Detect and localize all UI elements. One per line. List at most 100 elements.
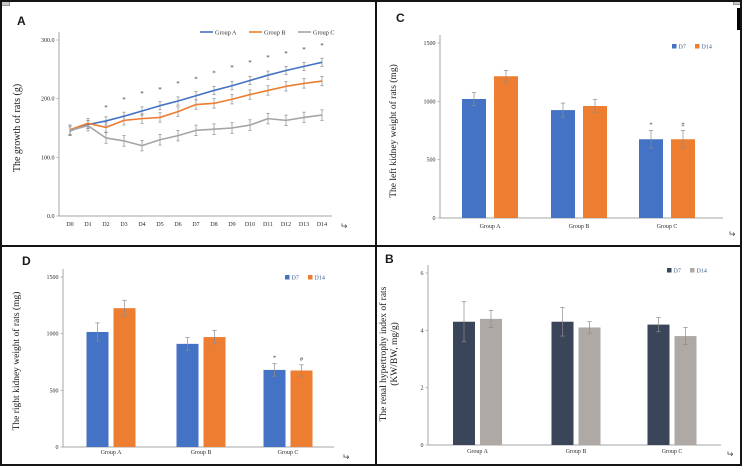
y-tick-label: 0 [433,216,436,222]
x-category-label: Group C [657,224,678,230]
y-tick-label: 100.0 [41,155,55,161]
x-tick-label: D4 [138,222,145,228]
x-category-label: Group C [662,449,683,455]
panel-c: C 0 500 1000 1500 The left kidney weight of … [377,2,740,245]
x-category-label: Group B [191,450,212,456]
significance-mark: * [266,54,270,62]
bar-d7-group-c [647,324,670,445]
x-tick-label: D11 [263,222,273,228]
bar-d14-group-a [113,308,136,447]
y-tick-label: 500 [427,158,436,164]
bar-d7-group-b [551,110,575,218]
significance-mark: * [273,355,276,362]
y-axis-title: The growth of rats (g) [12,84,23,172]
x-tick-label: D2 [102,222,109,228]
significance-mark: # [300,356,304,363]
legend-label: D14 [702,44,712,50]
x-tick-label: D13 [299,222,309,228]
renal-hypertrophy-index-bar-chart: 0 2 4 6 The renal hypertrophy index of rats(… [378,265,721,455]
legend-label: D7 [679,44,686,50]
x-tick-label: D8 [210,222,217,228]
legend-square-swatch [690,268,695,273]
y-tick-label: 1000 [47,332,59,338]
significance-mark: * [212,69,216,77]
bar-d7-group-b [176,343,199,447]
bar-d14-group-a [494,76,518,218]
significance-mark: * [248,59,252,67]
significance-mark: * [122,96,126,104]
significance-mark: * [158,86,162,94]
significance-mark: * [302,46,306,54]
panel-divider-horizontal [2,245,740,247]
y-tick-label: 0 [56,445,59,451]
legend-label: Group C [313,29,334,36]
x-tick-label: D3 [120,222,127,228]
legend-label: D7 [292,275,299,281]
significance-mark: * [649,122,652,129]
x-tick-label: D5 [156,222,163,228]
y-axis-title: The renal hypertrophy index of rats(KW/B… [378,286,400,421]
y-tick-label: 6 [421,271,424,277]
y-axis-title: The right kidney weight of rats (mg) [11,292,22,431]
paragraph-return-icon: ↵ [342,452,350,462]
bar-d7-group-c [639,139,663,218]
bar-d7-group-c [263,369,286,447]
y-tick-label: 500 [50,388,59,394]
significance-mark: * [176,80,180,88]
x-category-label: Group B [569,224,590,230]
series-line-group-c [69,114,323,147]
legend-label: Group A [215,29,237,36]
y-tick-label: 0 [421,443,424,449]
selection-handle-top-right [733,2,740,5]
x-category-label: Group A [467,449,489,455]
y-tick-label: 4 [421,328,424,334]
legend-square-swatch [672,44,677,49]
significance-mark: * [140,90,144,98]
paragraph-return-icon: ↵ [340,221,348,231]
y-tick-label: 300.0 [41,38,55,44]
significance-mark: * [194,75,198,83]
x-tick-label: D12 [281,222,291,228]
x-tick-label: D7 [192,222,199,228]
bar-d14-group-c [671,139,695,218]
legend-label: D14 [697,268,707,274]
panel-divider-vertical [375,2,377,464]
panel-label-c: C [396,11,405,25]
legend-square-swatch [285,275,290,280]
y-axis-title: The left kidney weight of rats (mg) [388,64,399,198]
significance-mark: * [230,64,234,72]
selection-handle-top-left [2,2,10,6]
bar-d14-group-b [203,337,226,447]
legend-label: D7 [674,268,681,274]
x-category-label: Group A [480,224,502,230]
significance-mark: * [104,104,108,112]
legend-square-swatch [695,44,700,49]
significance-mark: * [284,50,288,58]
series-line-group-a [69,61,323,132]
x-tick-label: D1 [84,222,91,228]
bar-d14-group-c [674,336,697,445]
x-category-label: Group C [278,450,299,456]
paragraph-return-icon: ↵ [726,449,734,459]
bar-d14-group-b [583,106,607,218]
bar-d14-group-a [480,318,502,445]
legend-square-swatch [667,268,672,273]
x-category-label: Group B [566,449,587,455]
y-tick-label: 1000 [424,99,436,105]
panel-b: B 0 2 4 6 The renal hypertrophy index of rat… [377,247,740,464]
bar-d7-group-a [462,99,486,218]
panel-label-d: D [22,254,31,268]
bar-d7-group-a [453,321,475,445]
significance-mark: * [320,42,324,50]
x-tick-label: D10 [245,222,255,228]
series-line-group-b [69,80,323,131]
legend-label: D14 [315,275,325,281]
bar-d14-group-c [290,370,313,447]
panel-a: A 0.0 100.0 200.0 300.0 The growth of rats (… [2,2,375,245]
text-cursor-artifact [737,8,740,30]
left-kidney-weight-bar-chart: 0 500 1000 1500 The left kidney weight of ra… [388,35,723,230]
panel-d: D 0 500 1000 1500 The right kidney weight of… [2,247,375,464]
significance-mark: # [681,122,685,129]
x-tick-label: D6 [174,222,181,228]
